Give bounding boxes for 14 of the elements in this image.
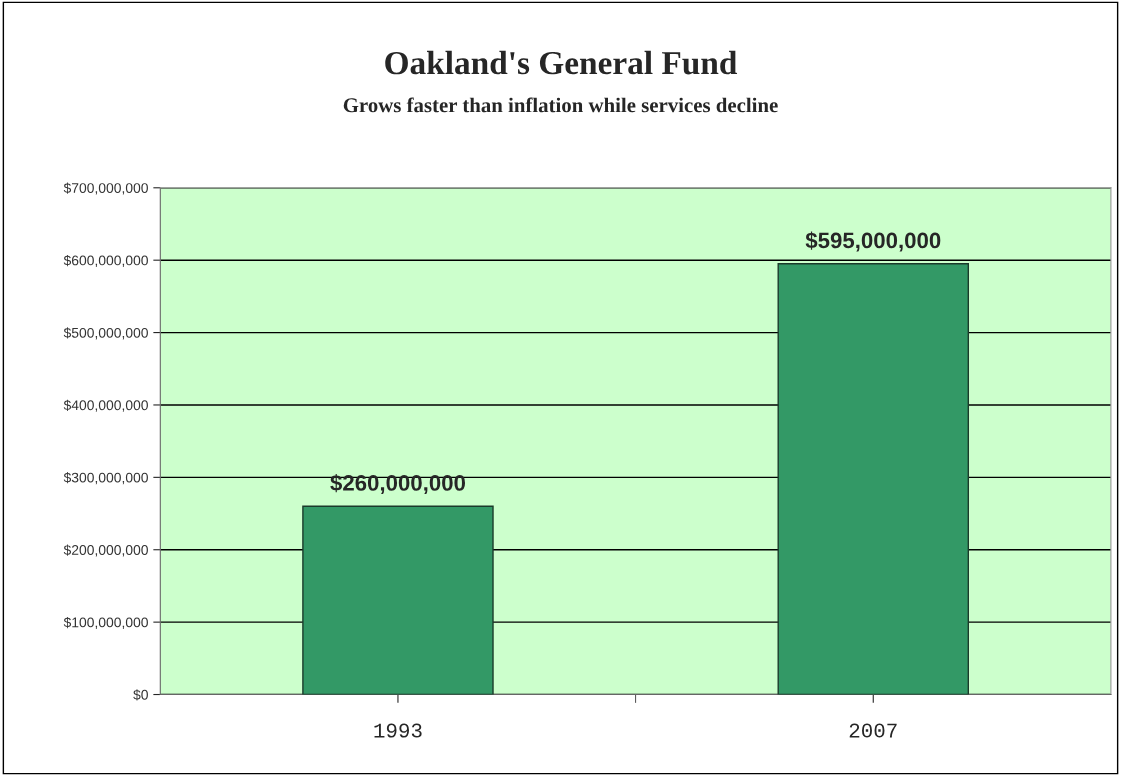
x-tick-label: 1993 <box>374 723 422 738</box>
x-tick-label: 2007 <box>849 723 897 738</box>
y-tick-label: $200,000,000 <box>63 544 148 557</box>
y-tick-label: $600,000,000 <box>63 254 148 267</box>
y-tick-label: $700,000,000 <box>63 182 148 195</box>
y-tick-label: $0 <box>133 689 148 701</box>
chart-subtitle: Grows faster than inflation while services decline <box>343 97 778 113</box>
y-tick-label: $500,000,000 <box>63 327 148 340</box>
y-tick-label: $100,000,000 <box>63 616 148 629</box>
data-label: $260,000,000 <box>330 474 466 495</box>
y-tick-label: $300,000,000 <box>63 472 148 485</box>
data-label: $595,000,000 <box>805 231 941 252</box>
y-tick-label: $400,000,000 <box>63 399 148 412</box>
chart-title: Oakland's General Fund <box>385 50 738 75</box>
